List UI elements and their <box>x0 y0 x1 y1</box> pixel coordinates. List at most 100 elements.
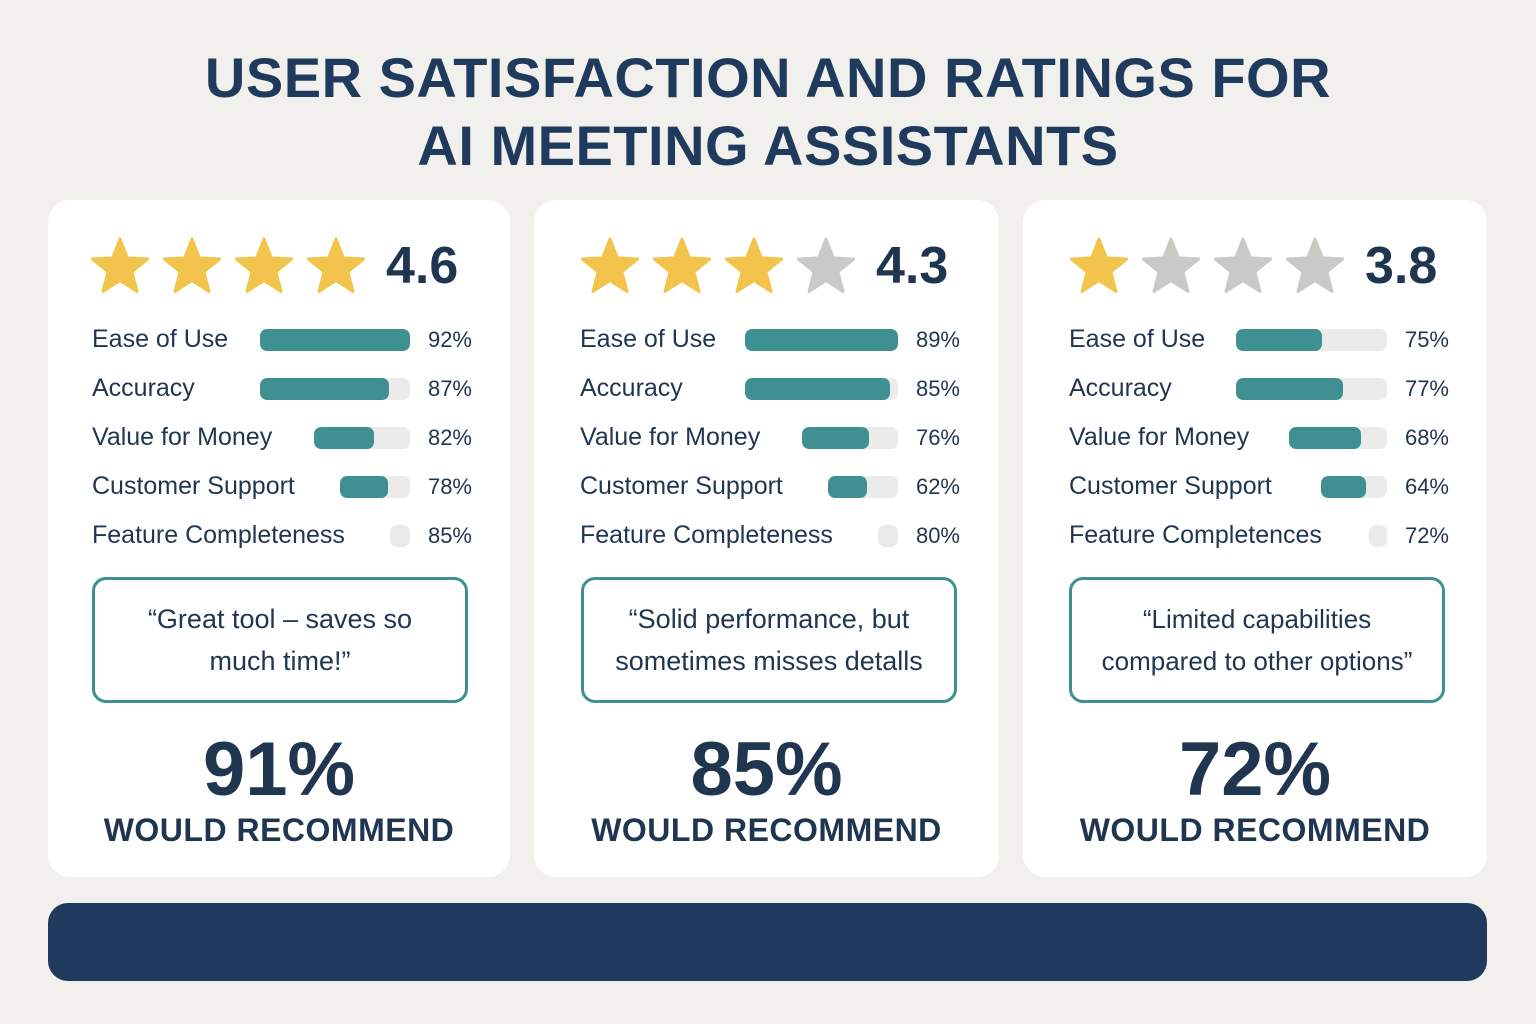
progress-bar-track <box>260 377 410 400</box>
progress-bar-track <box>745 328 898 351</box>
metric-customer-support: Customer Support 78% <box>92 462 472 511</box>
recommend-label: WOULD RECOMMEND <box>1079 812 1431 848</box>
metric-label: Customer Support <box>92 472 295 500</box>
metric-percent: 82% <box>427 424 472 450</box>
progress-bar-fill <box>260 328 410 351</box>
product-card-1: 4.6 Ease of Use 92% Accuracy 87% Value f… <box>48 200 510 877</box>
star-filled-icon <box>234 237 294 293</box>
metric-percent: 89% <box>915 326 960 352</box>
metric-label: Customer Support <box>1069 472 1272 500</box>
progress-bar-fill <box>828 475 867 498</box>
user-quote: “Solid performance, but sometimes misses… <box>581 577 957 703</box>
recommend-label: WOULD RECOMMEND <box>103 812 455 848</box>
metric-label: Accuracy <box>580 374 683 402</box>
product-card-3: 3.8 Ease of Use 75% Accuracy 77% Value f… <box>1023 200 1487 877</box>
progress-bar-fill <box>1236 377 1344 400</box>
progress-bar-fill <box>1236 328 1323 351</box>
stars-group <box>90 236 378 296</box>
metric-percent: 72% <box>1404 522 1449 548</box>
rating-value: 4.3 <box>876 237 949 295</box>
rating-value: 4.6 <box>386 237 459 295</box>
progress-bar-track <box>1321 475 1387 498</box>
metric-percent: 64% <box>1404 473 1449 499</box>
recommend-percent: 85% <box>690 727 843 812</box>
star-rating: 4.6 <box>90 234 458 298</box>
metric-value-for-money: Value for Money 76% <box>580 413 960 462</box>
metric-percent: 87% <box>427 375 472 401</box>
star-filled-icon <box>580 237 640 293</box>
progress-bar-fill <box>745 377 891 400</box>
metric-feature-completeness: Feature Completeness 80% <box>580 511 960 560</box>
metric-feature-completeness: Feature Completences 72% <box>1069 511 1449 560</box>
progress-bar-track <box>340 475 410 498</box>
progress-bar-track <box>390 524 410 547</box>
metric-feature-completeness: Feature Completeness 85% <box>92 511 472 560</box>
progress-bar-fill <box>745 328 898 351</box>
progress-bar-track <box>1236 377 1387 400</box>
recommend-percent: 72% <box>1178 727 1332 812</box>
progress-bar-track <box>1369 524 1387 547</box>
recommend-label: WOULD RECOMMEND <box>591 812 942 848</box>
rating-value: 3.8 <box>1365 237 1438 295</box>
metric-label: Customer Support <box>580 472 783 500</box>
metric-ease-of-use: Ease of Use 92% <box>92 315 472 364</box>
star-empty-icon <box>1141 237 1201 293</box>
star-filled-icon <box>162 237 222 293</box>
metric-customer-support: Customer Support 64% <box>1069 462 1449 511</box>
metric-percent: 85% <box>427 522 472 548</box>
footer-bar <box>48 903 1487 981</box>
metric-label: Accuracy <box>1069 374 1172 402</box>
metric-value-for-money: Value for Money 68% <box>1069 413 1449 462</box>
metric-percent: 78% <box>427 473 472 499</box>
user-quote: “Great tool – saves so much time!” <box>92 577 468 703</box>
metric-label: Accuracy <box>92 374 195 402</box>
star-empty-icon <box>796 237 856 293</box>
metric-accuracy: Accuracy 87% <box>92 364 472 413</box>
progress-bar-fill <box>802 426 870 449</box>
metric-label: Feature Completeness <box>92 521 345 549</box>
metric-value-for-money: Value for Money 82% <box>92 413 472 462</box>
star-rating: 3.8 <box>1069 234 1437 298</box>
stars-group <box>1069 236 1357 296</box>
metric-label: Ease of Use <box>92 325 229 353</box>
metric-customer-support: Customer Support 62% <box>580 462 960 511</box>
user-quote: “Limited capabilities compared to other … <box>1069 577 1445 703</box>
metric-percent: 68% <box>1404 424 1449 450</box>
metric-label: Feature Completences <box>1069 521 1322 549</box>
progress-bar-fill <box>260 377 389 400</box>
metric-label: Value for Money <box>580 423 761 451</box>
metric-accuracy: Accuracy 77% <box>1069 364 1449 413</box>
progress-bar-track <box>1236 328 1387 351</box>
product-card-2: 4.3 Ease of Use 89% Accuracy 85% Value f… <box>534 200 999 877</box>
metric-percent: 85% <box>915 375 960 401</box>
star-filled-icon <box>90 237 150 293</box>
page-title-line-1: USER SATISFACTION AND RATINGS FOR <box>204 46 1332 109</box>
page-title: USER SATISFACTION AND RATINGS FOR AI MEE… <box>0 44 1536 180</box>
metric-accuracy: Accuracy 85% <box>580 364 960 413</box>
star-empty-icon <box>1213 237 1273 293</box>
page-title-line-2: AI MEETING ASSISTANTS <box>417 114 1119 177</box>
progress-bar-fill <box>340 475 388 498</box>
star-filled-icon <box>652 237 712 293</box>
metric-ease-of-use: Ease of Use 89% <box>580 315 960 364</box>
metric-percent: 75% <box>1404 326 1449 352</box>
progress-bar-fill <box>1289 426 1361 449</box>
metric-label: Ease of Use <box>1069 325 1206 353</box>
progress-bar-track <box>745 377 898 400</box>
progress-bar-track <box>802 426 898 449</box>
metric-percent: 76% <box>915 424 960 450</box>
metric-label: Feature Completeness <box>580 521 833 549</box>
metric-label: Value for Money <box>1069 423 1250 451</box>
progress-bar-track <box>260 328 410 351</box>
progress-bar-track <box>878 524 898 547</box>
progress-bar-fill <box>1321 475 1366 498</box>
progress-bar-track <box>314 426 410 449</box>
metrics-list: Ease of Use 75% Accuracy 77% Value for M… <box>1069 315 1449 560</box>
progress-bar-track <box>1289 426 1387 449</box>
metric-percent: 62% <box>915 473 960 499</box>
recommend-percent: 91% <box>202 727 356 812</box>
star-empty-icon <box>1285 237 1345 293</box>
star-rating: 4.3 <box>580 234 948 298</box>
metric-ease-of-use: Ease of Use 75% <box>1069 315 1449 364</box>
metrics-list: Ease of Use 92% Accuracy 87% Value for M… <box>92 315 472 560</box>
